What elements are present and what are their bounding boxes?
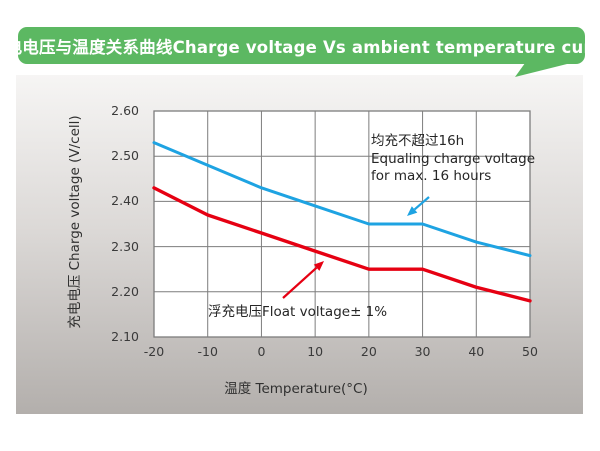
y-axis-title: 充电电压 Charge voltage (V/cell): [67, 115, 83, 329]
x-axis-title: 温度 Temperature(°C): [224, 381, 368, 397]
equalize-annotation: 均充不超过16h Equaling charge voltage for max…: [371, 133, 535, 186]
chart-title: 充电电压与温度关系曲线Charge voltage Vs ambient tem…: [0, 37, 600, 57]
equalize-annotation-line-3: for max. 16 hours: [371, 168, 492, 184]
equalize-annotation-line-2: Equaling charge voltage: [371, 150, 536, 167]
equalize-annotation-line-1: 均充不超过16h: [371, 133, 465, 149]
float-annotation-line-1: 浮充电压Float voltage± 1%: [208, 304, 388, 320]
float-annotation: 浮充电压Float voltage± 1%: [208, 304, 387, 322]
chart-panel: [16, 75, 583, 414]
title-banner: 充电电压与温度关系曲线Charge voltage Vs ambient tem…: [0, 27, 600, 64]
